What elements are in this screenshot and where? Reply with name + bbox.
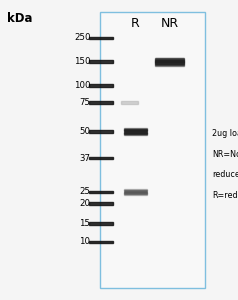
Bar [124, 131, 147, 132]
Text: 15: 15 [79, 219, 90, 228]
Bar [89, 130, 113, 133]
Text: 20: 20 [79, 199, 90, 208]
Bar [155, 64, 184, 65]
Text: 2ug loading: 2ug loading [212, 129, 238, 138]
Bar [155, 63, 184, 64]
Bar [124, 193, 147, 194]
Bar [155, 62, 184, 63]
Bar [124, 190, 147, 191]
Bar [89, 37, 113, 39]
Bar [89, 101, 113, 104]
Bar [100, 12, 205, 288]
Bar [124, 194, 147, 195]
Bar [89, 60, 113, 63]
Text: R: R [131, 16, 139, 29]
Text: kDa: kDa [7, 12, 33, 25]
Bar [124, 130, 147, 131]
Text: 25: 25 [79, 188, 90, 196]
Bar [155, 58, 184, 59]
Bar [155, 61, 184, 62]
Bar [89, 241, 113, 243]
Bar [124, 132, 147, 133]
Text: 250: 250 [74, 33, 90, 42]
Text: 100: 100 [74, 81, 90, 90]
Text: R=reduced: R=reduced [212, 191, 238, 200]
Bar [89, 157, 113, 159]
Bar [124, 191, 147, 192]
Text: reduced: reduced [212, 170, 238, 179]
Text: NR=Non-: NR=Non- [212, 150, 238, 159]
Bar [89, 84, 113, 87]
Bar [89, 222, 113, 225]
Bar [124, 129, 147, 130]
Bar [121, 100, 138, 104]
Bar [124, 134, 147, 135]
Bar [124, 133, 147, 134]
Bar [124, 192, 147, 193]
Text: 10: 10 [79, 237, 90, 246]
Text: NR: NR [161, 16, 179, 29]
Text: 37: 37 [79, 154, 90, 163]
Bar [155, 65, 184, 66]
Bar [155, 60, 184, 61]
Text: 50: 50 [79, 127, 90, 136]
Bar [155, 59, 184, 60]
Text: 75: 75 [79, 98, 90, 107]
Text: 150: 150 [74, 57, 90, 66]
Bar [124, 189, 147, 190]
Bar [89, 190, 113, 193]
Bar [124, 128, 147, 129]
Bar [89, 202, 113, 205]
